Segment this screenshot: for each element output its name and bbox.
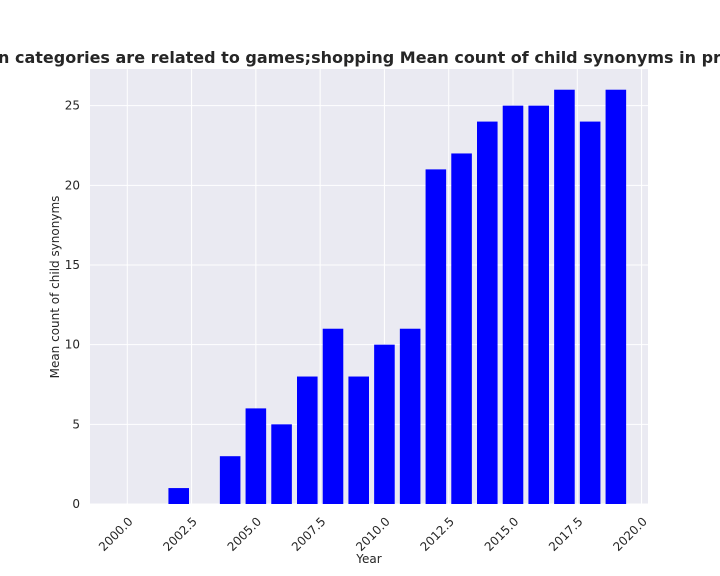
bars (168, 89, 627, 505)
bar-2009 (348, 376, 369, 504)
chart-title: n categories are related to games;shoppi… (0, 48, 720, 67)
y-tick-label: 5 (72, 417, 80, 431)
bar-2007 (297, 376, 318, 504)
chart-title-main: Mean count of child synonyms in privacy … (400, 48, 720, 67)
chart-title-prefix: n categories are related to games;shoppi… (0, 48, 394, 67)
x-tick-label: 2005.0 (225, 514, 265, 554)
y-axis-label: Mean count of child synonyms (48, 196, 62, 379)
bar-2002 (168, 488, 189, 504)
y-tick-label: 20 (65, 178, 80, 192)
bar-2018 (579, 121, 601, 504)
x-tick-label: 2012.5 (417, 514, 457, 554)
x-axis-label: Year (355, 552, 381, 566)
y-tick-labels: 0 5 10 15 20 25 (65, 99, 80, 511)
bar-2016 (528, 105, 549, 505)
bar-2019 (605, 89, 627, 504)
x-tick-label: 2017.5 (546, 514, 586, 554)
bar-2013 (451, 153, 472, 504)
y-tick-label: 0 (72, 497, 80, 511)
x-tick-label: 2007.5 (289, 514, 329, 554)
bar-2006 (271, 424, 292, 504)
x-tick-label: 2002.5 (160, 514, 200, 554)
x-tick-label: 2015.0 (482, 514, 522, 554)
x-tick-label: 2000.0 (96, 514, 136, 554)
y-tick-label: 10 (65, 338, 80, 352)
bar-2004 (219, 456, 241, 504)
x-tick-label: 2020.0 (610, 514, 650, 554)
bar-2010 (374, 344, 395, 504)
x-tick-labels: 2000.0 2002.5 2005.0 2007.5 2010.0 2012.5 2015… (96, 514, 650, 554)
y-tick-label: 15 (65, 258, 80, 272)
bar-2011 (399, 328, 421, 504)
bar-2017 (554, 89, 575, 504)
bar-2012 (425, 169, 447, 504)
bar-2014 (477, 121, 498, 504)
x-tick-label: 2010.0 (353, 514, 393, 554)
bar-2005 (245, 408, 267, 504)
bar-2008 (322, 328, 344, 504)
y-tick-label: 25 (65, 99, 80, 113)
bar-2015 (502, 105, 524, 505)
